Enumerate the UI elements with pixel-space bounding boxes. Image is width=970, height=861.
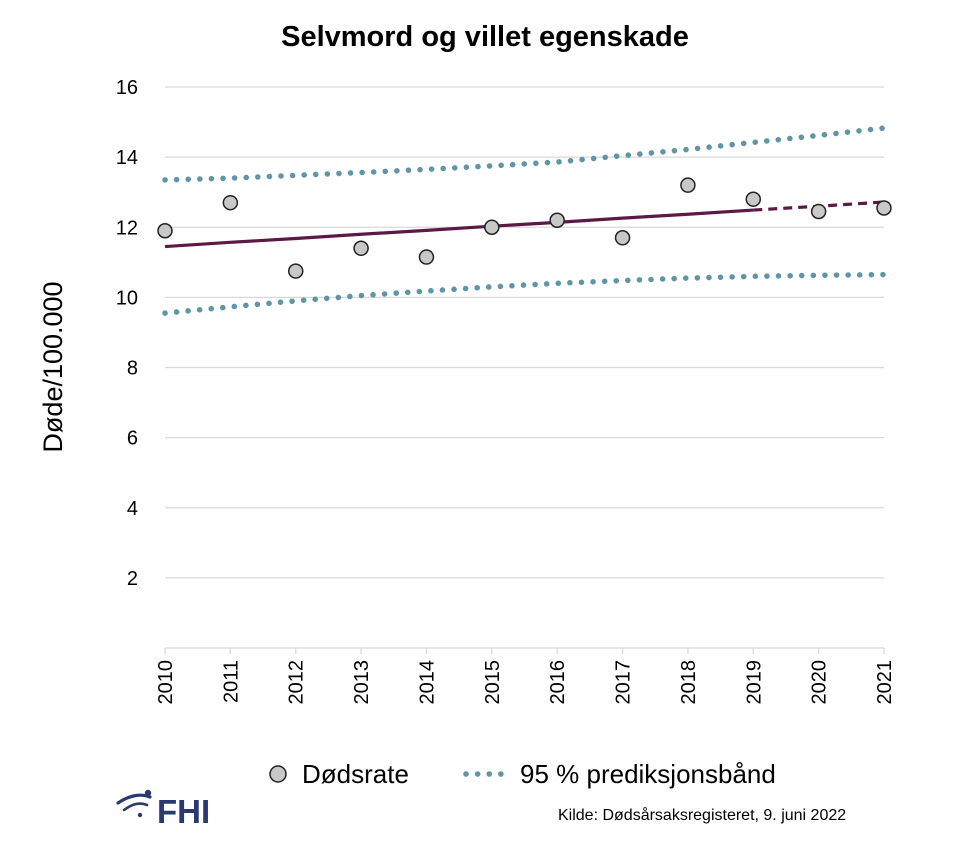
y-tick-label: 10 — [116, 287, 138, 309]
x-tick-label: 2011 — [220, 660, 242, 703]
data-point — [484, 219, 500, 235]
prediction-band-upper — [162, 125, 887, 183]
data-point — [222, 194, 239, 211]
x-tick-label: 2021 — [874, 660, 896, 705]
y-tick-label: 14 — [116, 147, 138, 169]
x-tick-label: 2012 — [286, 660, 308, 705]
x-tick-label: 2019 — [743, 660, 765, 705]
logo-text: FHI — [157, 793, 210, 830]
legend-marker-dodsrate — [269, 765, 287, 783]
y-tick-label: 4 — [127, 498, 138, 520]
gridlines — [165, 86, 884, 649]
x-tick-label: 2015 — [482, 660, 504, 705]
data-point — [810, 203, 827, 220]
data-point — [745, 191, 762, 207]
data-point — [287, 263, 304, 279]
trend-line-solid — [164, 208, 754, 249]
data-point — [418, 249, 435, 265]
x-tick-label: 2020 — [809, 660, 831, 705]
logo-swoosh-icon — [116, 793, 152, 805]
data-point — [157, 223, 173, 239]
prediction-band — [162, 125, 887, 316]
trend-line — [164, 200, 885, 249]
y-axis-label: Døde/100.000 — [38, 281, 68, 452]
legend-label-band: 95 % prediksjonsbånd — [520, 759, 776, 789]
fhi-logo: FHI — [116, 789, 210, 830]
data-point — [614, 230, 631, 246]
x-tick-label: 2010 — [155, 660, 177, 705]
data-point — [680, 177, 696, 193]
y-tick-label: 2 — [127, 568, 138, 590]
data-point — [876, 200, 892, 216]
data-points — [157, 177, 892, 279]
data-point — [549, 212, 565, 228]
data-point — [353, 240, 369, 257]
x-tick-label: 2018 — [678, 660, 700, 705]
y-tick-label: 6 — [127, 428, 138, 450]
y-tick-label: 12 — [116, 217, 138, 239]
chart-title: Selvmord og villet egenskade — [281, 21, 689, 53]
y-tick-label: 8 — [127, 358, 138, 380]
x-tick-label: 2013 — [351, 660, 373, 705]
x-tick-label: 2014 — [416, 660, 438, 705]
y-axis-ticks: 2 4 6 8 10 12 14 16 — [116, 77, 138, 590]
x-axis-ticks: 2010 2011 2012 2013 2014 2015 2016 2017 2018 2019… — [155, 648, 896, 705]
prediction-band-lower — [162, 271, 887, 316]
legend: Dødsrate 95 % prediksjonsbånd — [269, 759, 776, 789]
x-tick-label: 2016 — [547, 660, 569, 705]
x-tick-label: 2017 — [613, 660, 635, 705]
y-tick-label: 16 — [116, 77, 138, 99]
source-note: Kilde: Dødsårsaksregisteret, 9. juni 202… — [558, 806, 846, 824]
legend-label-dodsrate: Dødsrate — [302, 759, 409, 789]
